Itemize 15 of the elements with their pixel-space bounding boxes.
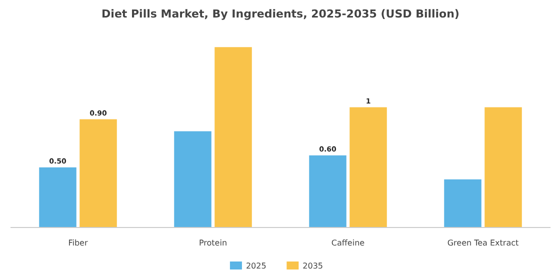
bar [174,131,212,228]
x-tick-label: Protein [198,238,228,248]
x-tick-label: Fiber [68,238,88,248]
legend-label: 2035 [302,262,324,270]
legend-label: 2025 [246,262,266,270]
chart-title: Diet Pills Market, By Ingredients, 2025-2035 (USD Billion) [102,8,460,20]
bar [309,155,346,228]
bar [444,179,482,228]
bar [39,167,76,228]
bar [484,107,522,228]
bar [350,107,387,228]
x-tick-label: Caffeine [331,238,365,248]
x-tick-label: Green Tea Extract [447,238,519,248]
bar [214,47,252,228]
bar [80,119,117,228]
